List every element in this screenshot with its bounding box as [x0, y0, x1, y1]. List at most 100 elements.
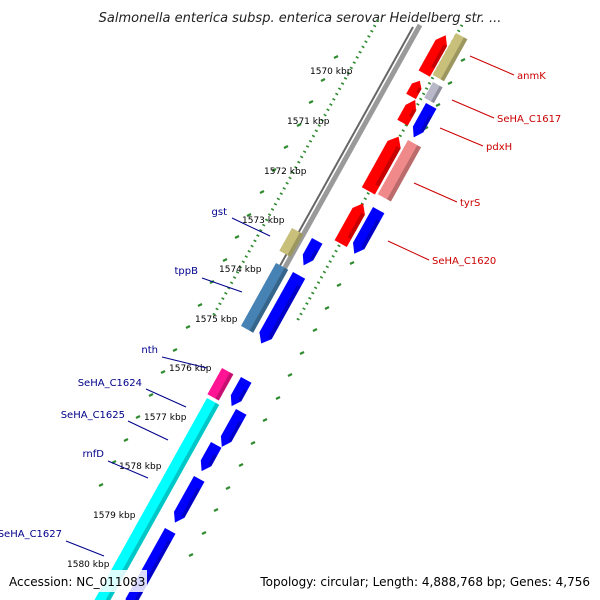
gene-cyan-c1624	[94, 398, 220, 600]
leader-right-2	[451, 99, 495, 119]
gene-blue-c1620-body	[353, 207, 385, 254]
gene-red-a-body	[406, 80, 422, 100]
gene-red-c	[361, 136, 401, 195]
gene-blue-gst-shade	[310, 249, 319, 261]
kbp-label-11: 1580 kbp	[67, 560, 110, 570]
gene-khaki-anmk-body	[432, 33, 468, 82]
gene-khaki-gst-body	[279, 228, 304, 257]
scale-dash-right-18	[250, 441, 256, 445]
kbp-label-2: 1571 kbp	[287, 117, 330, 127]
leader-left-6	[107, 460, 149, 479]
gene-label-left-7: SeHA_C1627	[0, 529, 62, 540]
kbp-label-8: 1577 kbp	[144, 413, 187, 423]
scale-dash-right-20	[225, 486, 231, 490]
gene-gray-c1617	[424, 82, 443, 104]
gene-red-anmk-a-shade	[430, 44, 447, 69]
kbp-label-1: 1570 kbp	[310, 67, 353, 77]
scale-dash-right-3	[435, 103, 441, 107]
leader-left-4	[145, 388, 187, 408]
leader-right-3	[439, 127, 484, 147]
gene-blue-tppb-shade	[268, 284, 301, 340]
gene-khaki-anmk	[432, 33, 468, 82]
gene-blue-tppb-body	[259, 272, 306, 344]
leader-left-7	[65, 540, 105, 557]
scale-dash-8	[246, 213, 252, 217]
tick-dot-row-2	[295, 24, 464, 323]
scale-dash-right-11	[336, 283, 342, 287]
gene-cyan-c1624-shade	[105, 402, 220, 600]
gene-red-c-shade	[375, 146, 401, 187]
scale-dash-right-17	[262, 418, 268, 422]
gene-blue-c1625-body	[220, 409, 247, 447]
gene-gray-c1617-body	[424, 82, 443, 104]
gene-red-a-shade	[416, 87, 422, 94]
gene-features	[94, 33, 468, 600]
gene-khaki-gst	[279, 228, 304, 257]
gene-label-left-3: nth	[141, 345, 158, 356]
scale-dash-right-2	[447, 81, 453, 85]
gene-magenta-nth-body	[207, 368, 234, 401]
gene-khaki-anmk-shade	[440, 37, 468, 82]
kbp-label-6: 1575 kbp	[195, 315, 238, 325]
gene-red-b	[397, 99, 417, 126]
gene-blue-c1625	[220, 409, 247, 447]
accession-box	[4, 570, 147, 592]
gene-label-left-1: gst	[212, 207, 228, 218]
accession-text: Accession: NC_011083	[9, 575, 145, 589]
gene-blue-rnfd-shade	[208, 453, 218, 467]
leader-right-1	[469, 55, 515, 76]
gene-label-left-2: tppB	[175, 266, 199, 277]
kbp-label-9: 1578 kbp	[119, 462, 162, 472]
gene-cyan-c1624-body	[94, 398, 220, 600]
gene-blue-rnfd	[200, 442, 222, 472]
gene-blue-c1627	[174, 476, 205, 523]
scale-dash-4	[296, 123, 302, 127]
gene-blue-nth-body	[230, 377, 252, 407]
scale-dash-right-12	[324, 306, 330, 310]
gene-blue-c1627-shade	[181, 487, 201, 518]
gene-blue-gst	[302, 238, 323, 266]
gene-red-d-body	[334, 203, 365, 247]
gene-red-b-body	[397, 99, 417, 126]
gene-blue-pdxh	[412, 103, 437, 138]
gene-label-left-4: SeHA_C1624	[78, 378, 142, 389]
gene-blue-c1620	[353, 207, 385, 254]
topology-text: Topology: circular; Length: 4,888,768 bp…	[259, 575, 590, 589]
scale-dash-16	[148, 393, 154, 397]
gene-red-d-shade	[347, 212, 365, 240]
scale-dash-14	[172, 348, 178, 352]
gene-blue-c1625-shade	[228, 420, 243, 442]
scale-dash-18	[123, 438, 129, 442]
kbp-label-7: 1576 kbp	[169, 364, 212, 374]
gene-label-right-2: SeHA_C1617	[497, 114, 561, 125]
map-title: Salmonella enterica subsp. enterica sero…	[99, 11, 502, 26]
leader-left-2	[201, 277, 243, 293]
gene-steel-tppb-body	[241, 263, 289, 333]
scale-dash-2	[320, 78, 326, 82]
footer: Accession: NC_011083 Topology: circular;…	[4, 570, 590, 592]
gene-blue-pdxh-shade	[420, 114, 433, 133]
scale-dash-10	[222, 258, 228, 262]
scale-dash-right-21	[213, 508, 219, 512]
gene-blue-nth	[230, 377, 252, 407]
leader-left-1	[231, 217, 271, 237]
gene-magenta-nth-shade	[215, 372, 234, 401]
gene-red-b-shade	[409, 108, 417, 118]
gene-red-c-body	[361, 136, 401, 195]
gene-label-left-6: rnfD	[83, 449, 105, 460]
gene-labels: gst tppB nth SeHA_C1624 SeHA_C1625 rnfD SeHA_C…	[0, 55, 561, 557]
scale-dash-9	[234, 235, 240, 239]
kbp-labels: 1570 kbp 1571 kbp 1572 kbp 1573 kbp 1574 kbp…	[67, 67, 353, 570]
scale-dash-right-22	[201, 531, 207, 535]
gene-pink-tyrs	[377, 140, 422, 202]
gene-red-d	[334, 203, 365, 247]
kbp-label-3: 1572 kbp	[264, 167, 307, 177]
scale-dash-right-13	[312, 328, 318, 332]
kbp-label-10: 1579 kbp	[93, 511, 136, 521]
tick-dot-rows	[211, 19, 464, 323]
leader-right-5	[387, 240, 430, 261]
gene-label-right-1: anmK	[517, 71, 546, 82]
scale-dash-12	[197, 303, 203, 307]
gene-khaki-gst-shade	[287, 232, 304, 257]
